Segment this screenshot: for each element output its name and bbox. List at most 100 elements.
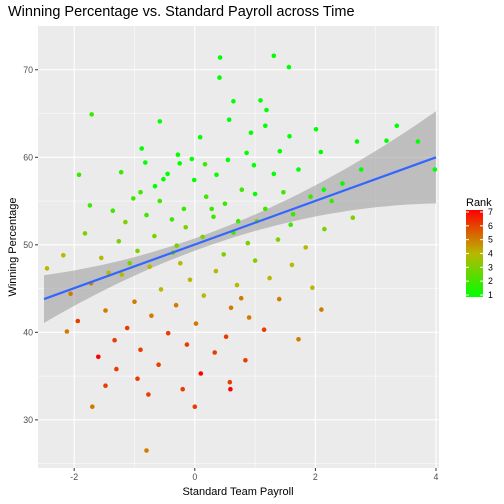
data-point (161, 176, 166, 182)
data-point (243, 358, 248, 363)
data-point (139, 146, 144, 151)
data-point (261, 327, 267, 333)
data-point (135, 376, 140, 382)
data-point (213, 268, 219, 274)
data-point (178, 260, 183, 266)
y-axis-ticks: 30 40 50 60 70 (23, 65, 38, 425)
data-point (180, 386, 185, 392)
data-point (211, 214, 216, 220)
data-point (263, 206, 268, 212)
data-point (152, 233, 157, 239)
x-tick-label: 0 (192, 472, 197, 482)
data-point (296, 167, 301, 172)
legend-label: 6 (488, 221, 493, 231)
data-point (123, 219, 128, 225)
data-point (225, 157, 231, 163)
data-point (68, 291, 73, 297)
data-point (192, 404, 198, 410)
data-point (138, 190, 143, 195)
data-point (228, 386, 233, 392)
data-point (147, 264, 152, 270)
x-tick-label: -2 (70, 472, 78, 482)
data-point (350, 215, 356, 220)
data-point (244, 150, 249, 156)
data-point (245, 240, 251, 246)
confidence-band (44, 111, 436, 323)
data-point (169, 217, 175, 222)
plot-panel (38, 26, 439, 468)
data-point (90, 404, 95, 410)
data-point (221, 252, 226, 257)
data-point (124, 325, 130, 331)
data-point (258, 98, 263, 103)
data-point (106, 270, 111, 276)
legend-label: 1 (488, 290, 493, 300)
data-point (203, 194, 209, 199)
data-point (340, 181, 345, 186)
data-point (277, 148, 283, 154)
data-point (217, 55, 223, 60)
data-point (87, 203, 93, 208)
data-point (158, 287, 164, 292)
data-point (251, 162, 257, 168)
major-gridlines (38, 26, 439, 468)
data-point (173, 302, 179, 308)
data-point (152, 183, 158, 189)
data-point (193, 321, 199, 326)
data-point (275, 237, 281, 242)
data-point (228, 305, 234, 311)
data-point (181, 206, 187, 212)
data-point (198, 371, 204, 376)
data-point (287, 134, 292, 139)
data-point (235, 218, 241, 224)
data-point (82, 231, 88, 236)
data-point (144, 212, 149, 218)
y-tick-label: 30 (23, 415, 33, 425)
data-point (44, 266, 50, 271)
data-point (103, 308, 108, 313)
data-point (138, 347, 143, 353)
legend: Rank 7 6 5 4 3 2 1 (466, 197, 493, 300)
data-point (222, 201, 228, 206)
data-point (75, 318, 81, 324)
data-point (202, 162, 208, 167)
y-tick-label: 50 (23, 240, 33, 250)
data-point (135, 248, 140, 254)
data-point (200, 234, 205, 240)
data-point (248, 130, 254, 136)
data-point (165, 330, 171, 336)
data-point (308, 194, 313, 199)
legend-label: 7 (488, 207, 493, 217)
data-point (310, 285, 315, 291)
data-point (267, 275, 272, 281)
confidence-band-layer (44, 111, 436, 323)
data-point (319, 307, 324, 312)
x-axis-title: Standard Team Payroll (182, 486, 293, 498)
data-point (276, 296, 282, 302)
chart-title: Winning Percentage vs. Standard Payroll … (8, 4, 355, 20)
x-tick-label: 2 (313, 472, 318, 482)
data-point (191, 177, 197, 183)
data-point (131, 196, 136, 201)
data-point (303, 245, 309, 250)
data-point (184, 342, 190, 347)
data-point (288, 222, 294, 227)
data-point (286, 64, 292, 70)
data-point (103, 383, 108, 389)
y-axis-title: Winning Percentage (7, 197, 19, 296)
data-point (313, 127, 319, 132)
data-point (112, 337, 117, 343)
data-point (119, 272, 125, 277)
data-point (118, 169, 124, 175)
data-point (177, 161, 182, 166)
data-point (209, 206, 214, 212)
data-point (322, 226, 327, 232)
y-tick-label: 70 (23, 65, 33, 75)
data-point (289, 262, 295, 268)
data-point (157, 198, 163, 204)
data-point (252, 191, 258, 197)
data-point (183, 225, 188, 230)
data-point (187, 277, 193, 283)
data-point (174, 243, 179, 248)
data-point (296, 337, 301, 342)
